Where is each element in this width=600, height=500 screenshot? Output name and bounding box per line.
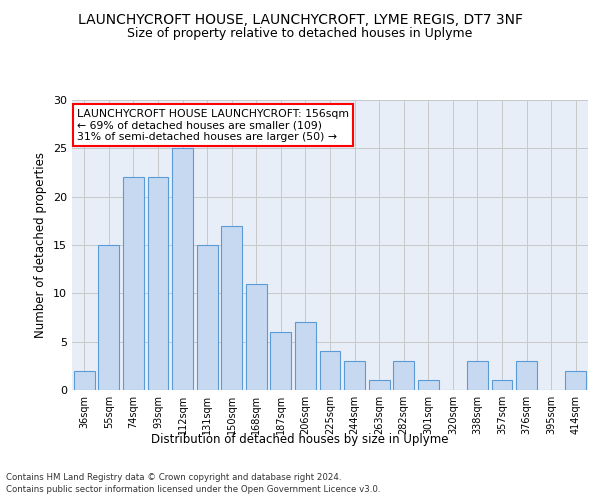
Bar — [295, 322, 316, 390]
Bar — [344, 361, 365, 390]
Bar — [246, 284, 267, 390]
Bar — [172, 148, 193, 390]
Text: Size of property relative to detached houses in Uplyme: Size of property relative to detached ho… — [127, 28, 473, 40]
Bar — [221, 226, 242, 390]
Bar — [368, 380, 389, 390]
Bar — [123, 178, 144, 390]
Bar — [271, 332, 292, 390]
Text: Distribution of detached houses by size in Uplyme: Distribution of detached houses by size … — [151, 432, 449, 446]
Bar — [516, 361, 537, 390]
Bar — [74, 370, 95, 390]
Bar — [565, 370, 586, 390]
Bar — [320, 352, 340, 390]
Bar — [467, 361, 488, 390]
Bar — [491, 380, 512, 390]
Bar — [393, 361, 414, 390]
Bar — [98, 245, 119, 390]
Text: Contains public sector information licensed under the Open Government Licence v3: Contains public sector information licen… — [6, 485, 380, 494]
Y-axis label: Number of detached properties: Number of detached properties — [34, 152, 47, 338]
Text: Contains HM Land Registry data © Crown copyright and database right 2024.: Contains HM Land Registry data © Crown c… — [6, 472, 341, 482]
Bar — [197, 245, 218, 390]
Text: LAUNCHYCROFT HOUSE, LAUNCHYCROFT, LYME REGIS, DT7 3NF: LAUNCHYCROFT HOUSE, LAUNCHYCROFT, LYME R… — [77, 12, 523, 26]
Bar — [418, 380, 439, 390]
Text: LAUNCHYCROFT HOUSE LAUNCHYCROFT: 156sqm
← 69% of detached houses are smaller (10: LAUNCHYCROFT HOUSE LAUNCHYCROFT: 156sqm … — [77, 108, 349, 142]
Bar — [148, 178, 169, 390]
